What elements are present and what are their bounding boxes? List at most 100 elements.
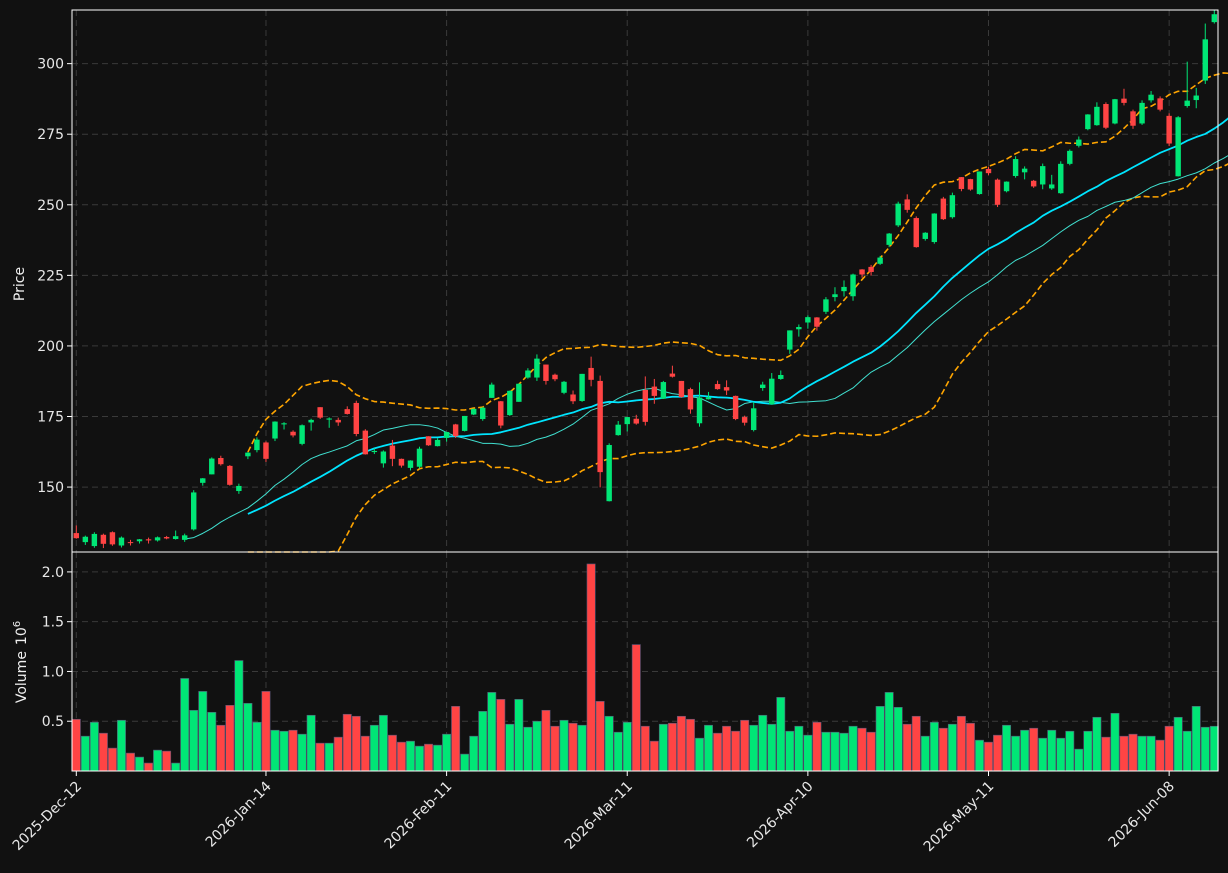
candle-body <box>227 465 233 485</box>
price-tick-label: 300 <box>37 57 64 73</box>
candle-body <box>118 537 125 546</box>
candle-body <box>1130 111 1136 126</box>
candle-body <box>191 492 197 530</box>
volume-bar <box>532 720 542 772</box>
volume-bar <box>1101 736 1111 772</box>
candle-body <box>1030 180 1037 187</box>
candle-body <box>543 364 549 381</box>
candle-body <box>796 327 802 330</box>
candle-body <box>1202 39 1208 81</box>
volume-bar <box>144 762 154 772</box>
volume-bar <box>387 734 397 772</box>
candle-body <box>642 389 649 422</box>
volume-bar <box>171 762 181 772</box>
candle-body <box>461 415 468 431</box>
candle-body <box>1021 168 1028 173</box>
candle-body <box>723 387 730 391</box>
candle-body <box>732 395 739 420</box>
candle-body <box>741 417 748 423</box>
candle-body <box>489 384 495 398</box>
volume-bar <box>288 729 298 772</box>
volume-bar <box>577 724 587 772</box>
candle-body <box>805 317 811 323</box>
volume-bar <box>369 724 379 772</box>
candle-body <box>976 171 983 195</box>
volume-bar <box>704 724 713 772</box>
candle-body <box>678 380 685 398</box>
candle-body <box>308 419 314 423</box>
volume-bar <box>686 718 695 772</box>
candle-body <box>281 423 287 425</box>
volume-bar <box>342 713 352 772</box>
volume-bar <box>622 721 632 772</box>
volume-bar <box>965 722 975 772</box>
candle-body <box>245 452 251 457</box>
volume-bar <box>107 747 117 772</box>
volume-bar <box>658 723 668 772</box>
candle-body <box>1076 139 1082 146</box>
candle-body <box>470 408 477 415</box>
volume-bar <box>975 739 984 772</box>
volume-bar <box>541 709 551 772</box>
volume-bar <box>993 734 1002 772</box>
volume-bar <box>803 734 813 772</box>
volume-bar <box>460 753 470 772</box>
volume-bar <box>1137 735 1147 772</box>
price-axis-label: Price <box>12 267 28 301</box>
volume-bar <box>1074 748 1084 772</box>
volume-bar <box>956 715 966 772</box>
candle-body <box>778 375 784 379</box>
candle-body <box>1211 14 1218 23</box>
volume-bar <box>830 731 840 772</box>
volume-bar <box>478 710 488 772</box>
candle-body <box>967 179 974 190</box>
candle-body <box>1003 181 1010 192</box>
volume-bar <box>80 735 90 772</box>
slow-moving-average-line <box>247 117 1228 515</box>
candle-body <box>760 384 766 388</box>
volume-bar <box>595 701 605 772</box>
volume-bar <box>297 733 307 772</box>
volume-axis-label: Volume 106 <box>12 621 30 703</box>
candle-body <box>1067 150 1073 164</box>
volume-axis-ticks: 0.5 1.0 1.5 2.0 <box>42 565 72 730</box>
candle-body <box>1139 102 1145 124</box>
volume-bar <box>433 744 443 772</box>
candle-body <box>687 389 694 410</box>
volume-bar <box>938 727 948 772</box>
candle-body <box>73 533 80 539</box>
candle-body <box>317 407 323 418</box>
candle-body <box>814 317 820 327</box>
volume-bar <box>1038 737 1048 772</box>
candle-body <box>452 424 459 437</box>
candle-body <box>787 330 793 350</box>
upper-band-line <box>247 72 1228 453</box>
candle-body <box>1193 95 1199 101</box>
price-tick-label: 150 <box>37 480 64 496</box>
candle-body <box>994 179 1001 205</box>
volume-bar <box>243 703 253 772</box>
candle-body <box>1175 117 1181 177</box>
volume-bar <box>442 733 452 772</box>
candle-body <box>841 286 847 292</box>
candle-body <box>398 458 405 466</box>
volume-bar <box>207 711 217 772</box>
candle-body <box>100 534 107 544</box>
candle-body <box>154 537 161 541</box>
candle-body <box>172 536 179 540</box>
candle-body <box>1094 106 1100 126</box>
candle-body <box>823 299 829 312</box>
candle-body <box>91 533 98 547</box>
candle-body <box>1012 159 1019 176</box>
volume-bar <box>216 724 226 772</box>
candle-body <box>651 386 658 396</box>
candle-body <box>696 397 703 424</box>
candle-body <box>1049 184 1055 189</box>
candles <box>73 10 1218 549</box>
candle-body <box>850 274 856 297</box>
candle-body <box>615 424 621 436</box>
volume-bar <box>1029 727 1039 772</box>
volume-bar <box>767 723 777 772</box>
